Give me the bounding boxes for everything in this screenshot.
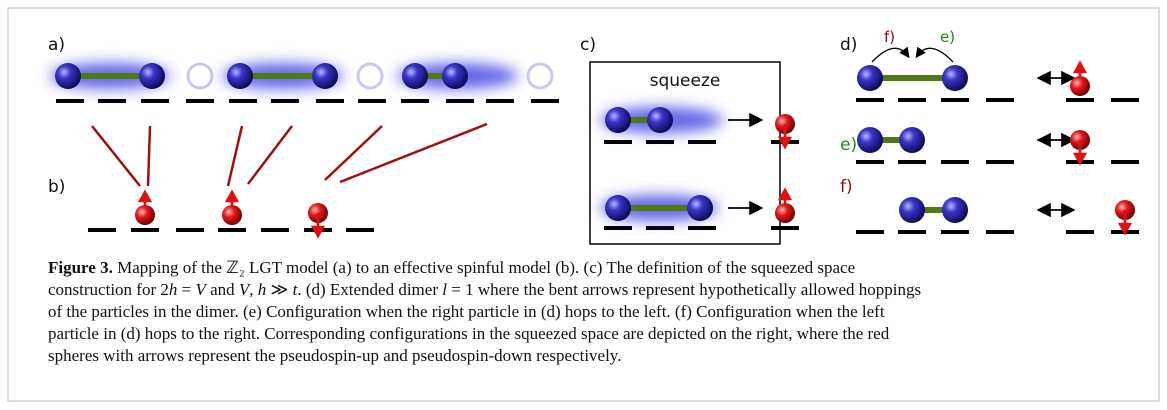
particle [442,63,468,89]
spin-arrow [1117,210,1133,236]
empty-site [526,62,554,90]
panel-label: d) [840,35,857,55]
caption-text: and [206,280,239,299]
particle [687,195,713,221]
particle [55,63,81,89]
caption: Figure 3. Mapping of the ℤ₂ LGT model (a… [48,258,921,365]
particle [942,65,968,91]
caption-text: l [442,280,447,299]
spin-arrow [1072,140,1088,166]
caption-text: . (d) Extended dimer [297,280,442,299]
squeeze-box [589,61,781,245]
particle [857,65,883,91]
pseudospin [135,205,155,225]
pseudospin [222,205,242,225]
caption-text: of the particles in the dimer. (e) Confi… [48,302,885,321]
mapping-lines [91,122,488,187]
caption-text: V [239,280,252,299]
particle [605,107,631,133]
panel-label: f) [840,177,853,197]
particle [312,63,338,89]
caption-text: Figure 3. [48,258,113,277]
particle [899,127,925,153]
caption-text: t [293,280,299,299]
caption-text: h [169,280,178,299]
empty-site [186,62,214,90]
empty-site [356,62,384,90]
spin-arrow [777,124,793,150]
caption-text: construction for 2 [48,280,169,299]
particle [605,195,631,221]
caption-text: particle in (d) hops to the right. Corre… [48,324,890,343]
frame [7,7,1160,402]
particle [899,197,925,223]
hop-arrow [915,46,954,63]
panel-label: b) [48,177,65,197]
caption-text: = [177,280,195,299]
particle [402,63,428,89]
pseudospin [1070,76,1090,96]
squeeze-label: squeeze [650,71,721,91]
panel-label: e) [840,135,857,155]
spin-arrow [310,213,326,239]
hop-arrow [871,46,910,63]
caption-text: , [249,280,258,299]
hop-label: e) [940,28,955,46]
caption-text: ≫ [266,280,292,299]
panel-label: c) [580,35,596,55]
hop-label: f) [884,28,895,46]
caption-text: spheres with arrows represent the pseudo… [48,346,621,365]
panel-label: a) [48,35,65,55]
caption-text: = 1 where the bent arrows represent hypo… [447,280,921,299]
pseudospin [775,203,795,223]
caption-text: Mapping of the ℤ₂ LGT model (a) to an ef… [113,258,855,277]
caption-text: V [195,280,208,299]
particle [942,197,968,223]
particle [857,127,883,153]
particle [227,63,253,89]
particle [647,107,673,133]
particle [139,63,165,89]
caption-text: h [258,280,267,299]
